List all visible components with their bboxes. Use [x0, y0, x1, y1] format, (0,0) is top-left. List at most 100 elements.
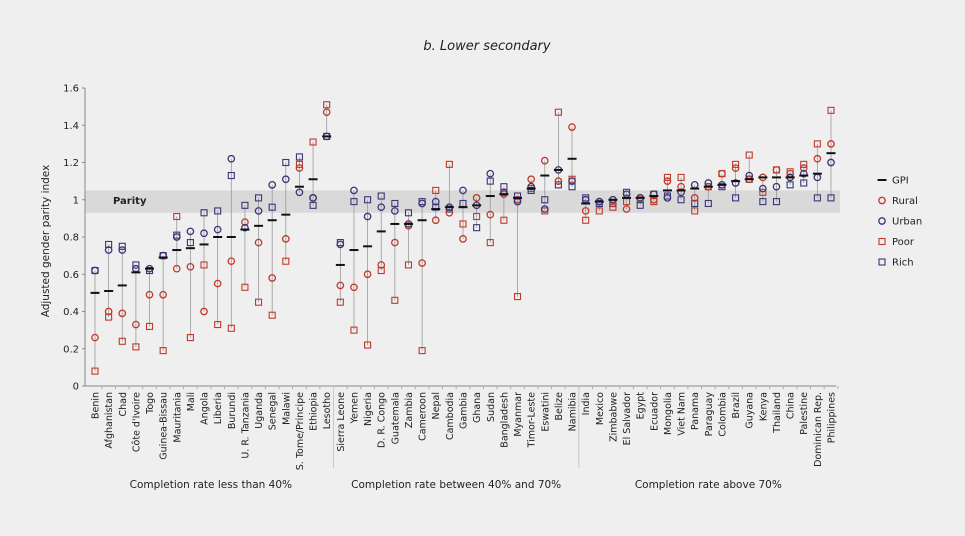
legend-rich-symbol [878, 258, 886, 266]
urban-marker [418, 199, 426, 208]
urban-marker [500, 188, 508, 197]
rich-marker [364, 196, 372, 204]
rich-marker [813, 194, 821, 202]
country-label: Viet Nam [677, 392, 688, 436]
rural-marker [568, 123, 576, 131]
country-label: Nepal [431, 392, 442, 419]
y-tick-label: 0.6 [63, 270, 79, 281]
poor-marker [691, 207, 699, 215]
country-label: Colombia [717, 392, 728, 437]
poor-marker [582, 216, 590, 224]
legend-rich-label: Rich [892, 258, 914, 269]
urban-marker [309, 194, 317, 202]
rich-marker [704, 199, 712, 208]
country-label: Panama [690, 392, 701, 430]
rich-marker [827, 194, 835, 202]
urban-marker [159, 251, 167, 260]
y-tick-label: 1.6 [63, 84, 79, 95]
rich-marker [391, 199, 399, 208]
parity-label: Parity [113, 196, 147, 207]
rural-marker [527, 175, 535, 184]
country-label: Yemen [349, 392, 360, 425]
country-label: Eswatini [540, 392, 551, 432]
rural-marker [772, 166, 781, 174]
poor-marker [227, 324, 235, 332]
legend-rural-symbol [878, 196, 886, 205]
country-label: Afghanistan [104, 392, 115, 449]
country-label: Lesotho [322, 392, 333, 429]
rich-marker [132, 261, 140, 269]
poor-marker [827, 106, 835, 114]
rural-marker [172, 264, 181, 273]
rich-marker [241, 201, 249, 209]
poor-marker [595, 207, 603, 215]
rural-marker [486, 210, 495, 219]
urban-marker [213, 225, 222, 234]
country-label: India [581, 392, 592, 415]
rich-marker [473, 224, 481, 232]
rural-marker [254, 238, 263, 247]
poor-marker [200, 261, 208, 269]
rural-marker [431, 216, 440, 225]
y-tick-label: 0.8 [63, 233, 79, 244]
rich-marker [200, 209, 208, 217]
country-label: Chad [118, 392, 129, 417]
rich-marker [732, 194, 740, 202]
urban-marker [254, 207, 263, 215]
urban-marker [118, 246, 127, 254]
rural-marker [581, 207, 590, 215]
rural-marker [104, 307, 113, 316]
rich-marker [772, 198, 781, 206]
rural-marker [459, 235, 467, 243]
urban-marker [540, 205, 549, 213]
country-label: U. R. Tanzania [240, 392, 251, 459]
urban-marker [91, 266, 99, 275]
poor-marker [500, 216, 508, 224]
country-label: Kenya [758, 392, 769, 421]
country-label: Angola [200, 392, 211, 425]
urban-marker [336, 240, 345, 249]
poor-marker [91, 367, 99, 375]
urban-marker [663, 194, 672, 202]
country-label: Cameroon [418, 392, 429, 441]
poor-marker [554, 108, 562, 116]
rich-marker [282, 158, 290, 167]
rural-marker [159, 290, 167, 299]
rural-marker [622, 205, 631, 213]
poor-marker [241, 283, 249, 291]
country-label: Brazil [731, 392, 742, 419]
poor-marker [513, 293, 522, 301]
urban-marker [827, 158, 835, 167]
rich-marker [486, 177, 494, 185]
urban-marker [731, 179, 740, 187]
rural-marker [472, 194, 481, 202]
rural-marker [799, 164, 808, 172]
country-label: Ethiopia [309, 392, 320, 431]
rich-marker [786, 181, 794, 189]
group-label: Completion rate between 40% and 70% [351, 479, 561, 491]
rural-marker [241, 218, 249, 226]
rich-marker [554, 181, 562, 189]
legend-rural-label: Rural [892, 196, 918, 207]
rural-marker [718, 169, 726, 178]
country-label: Ghana [472, 392, 483, 423]
country-label: Malawi [281, 392, 292, 425]
poor-marker [336, 298, 344, 306]
urban-marker [772, 182, 781, 191]
legend-urban-symbol [878, 217, 886, 225]
country-label: Paraguay [704, 392, 715, 437]
group-label: Completion rate less than 40% [130, 479, 292, 491]
urban-marker [527, 182, 535, 191]
poor-marker [459, 220, 467, 228]
rural-marker [227, 257, 236, 266]
urban-marker [281, 175, 290, 184]
country-label: Mauritania [172, 392, 183, 443]
chart-title: b. Lower secondary [423, 39, 550, 54]
country-label: Benin [91, 392, 102, 419]
y-tick-label: 0.4 [63, 307, 79, 318]
poor-marker [813, 140, 821, 148]
country-label: Mali [186, 392, 197, 411]
country-label: Zambia [404, 392, 415, 428]
rural-marker [186, 262, 195, 271]
rich-marker [677, 196, 685, 204]
